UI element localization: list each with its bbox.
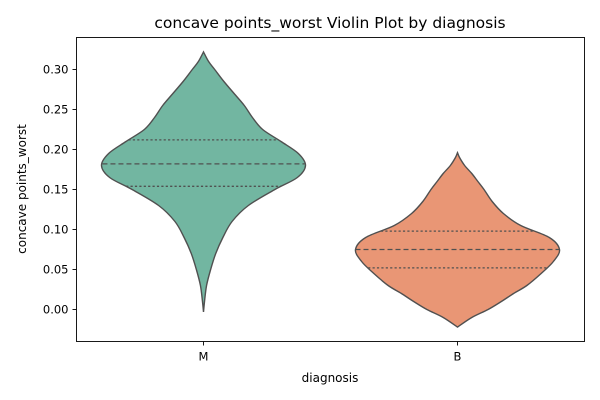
x-axis-label: diagnosis xyxy=(302,371,359,385)
y-tick-label: 0.05 xyxy=(43,263,69,277)
x-tick-label: B xyxy=(454,350,462,364)
y-tick-label: 0.30 xyxy=(43,63,69,77)
y-axis-label: concave points_worst xyxy=(15,124,29,254)
violin-M xyxy=(100,50,307,312)
y-tick-label: 0.25 xyxy=(43,103,69,117)
chart-title: concave points_worst Violin Plot by diag… xyxy=(154,14,505,33)
x-tick-label: M xyxy=(199,350,209,364)
y-axis: 0.00 0.05 0.10 0.15 0.20 0.25 0.30 xyxy=(43,63,77,317)
y-tick-label: 0.10 xyxy=(43,223,69,237)
y-tick-label: 0.00 xyxy=(43,303,69,317)
violin-body-B xyxy=(354,150,561,328)
violin-B xyxy=(354,150,561,328)
violin-body-M xyxy=(100,50,307,312)
violin-layer xyxy=(100,50,561,328)
y-tick-label: 0.20 xyxy=(43,143,69,157)
y-tick-label: 0.15 xyxy=(43,183,69,197)
